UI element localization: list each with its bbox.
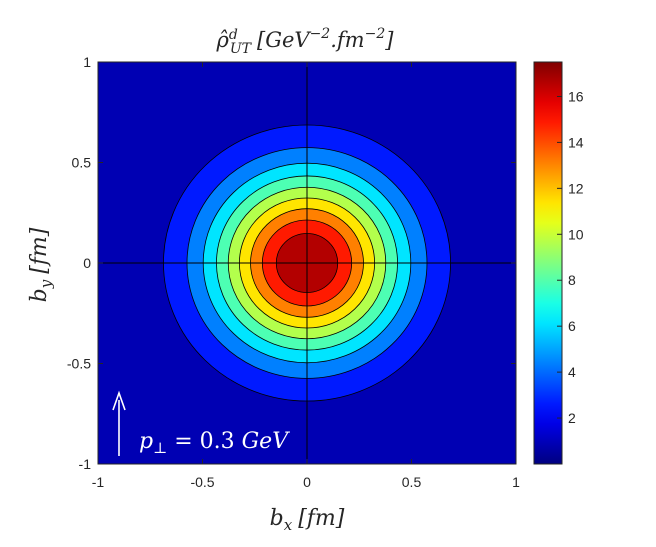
y-axis-ticks: -1 -0.5 0 0.5 1	[67, 54, 516, 472]
colorbar-tick-label: 8	[568, 272, 576, 288]
colorbar-tick-label: 10	[568, 226, 584, 242]
y-axis-label: by [fm]	[27, 227, 55, 302]
arrow-up-icon	[112, 390, 126, 411]
annotation-text: p⊥ = 0.3 GeV	[139, 429, 290, 457]
chart-title: ρ̂d UT [GeV−2.fm−2]	[216, 26, 395, 57]
colorbar	[533, 61, 563, 465]
plot-area	[98, 62, 516, 464]
annotation-base: p	[139, 429, 153, 454]
title-units-exp2: −2	[365, 26, 386, 42]
title-units-2: .fm	[330, 28, 364, 52]
ylabel-base: b	[27, 288, 52, 302]
y-tick-label: -0.5	[67, 356, 91, 372]
xlabel-base: b	[270, 506, 284, 531]
xlabel-sub: x	[284, 516, 293, 534]
y-tick-label: 0.5	[72, 155, 92, 171]
x-tick-label: -1	[92, 474, 105, 490]
colorbar-tick-label: 4	[568, 364, 576, 380]
title-units-close: ]	[384, 28, 394, 52]
title-sup: d	[229, 27, 238, 43]
x-axis-label: bx [fm]	[270, 506, 345, 534]
x-tick-label: 1	[512, 474, 520, 490]
y-tick-label: 0	[83, 255, 91, 271]
colorbar-tick-label: 16	[568, 88, 584, 104]
y-tick-label: 1	[83, 54, 91, 70]
x-tick-label: -0.5	[190, 474, 214, 490]
title-sub: UT	[230, 41, 253, 57]
annotation-sub: ⊥	[153, 439, 167, 457]
colorbar-tick-label: 12	[568, 180, 584, 196]
colorbar-ticks: 2 4 6 8 10 12 14 16	[557, 88, 584, 426]
ylabel-sub: y	[37, 279, 55, 289]
annotation-unit: GeV	[242, 429, 291, 454]
colorbar-tick-label: 2	[568, 410, 576, 426]
annotation-rest: = 0.3	[167, 429, 241, 454]
x-tick-label: 0.5	[402, 474, 422, 490]
colorbar-tick-label: 14	[568, 134, 584, 150]
y-tick-label: -1	[79, 456, 92, 472]
x-tick-label: 0	[303, 474, 311, 490]
crosshair-lines	[98, 62, 516, 464]
momentum-annotation: p⊥ = 0.3 GeV	[112, 390, 290, 457]
ylabel-units: [fm]	[27, 227, 52, 274]
title-units-1: [GeV	[257, 28, 311, 52]
colorbar-tick-label: 6	[568, 318, 576, 334]
title-base: ρ̂	[216, 28, 230, 52]
title-units-exp1: −2	[310, 26, 331, 42]
xlabel-units: [fm]	[298, 506, 345, 531]
x-axis-ticks: -1 -0.5 0 0.5 1	[92, 62, 520, 490]
